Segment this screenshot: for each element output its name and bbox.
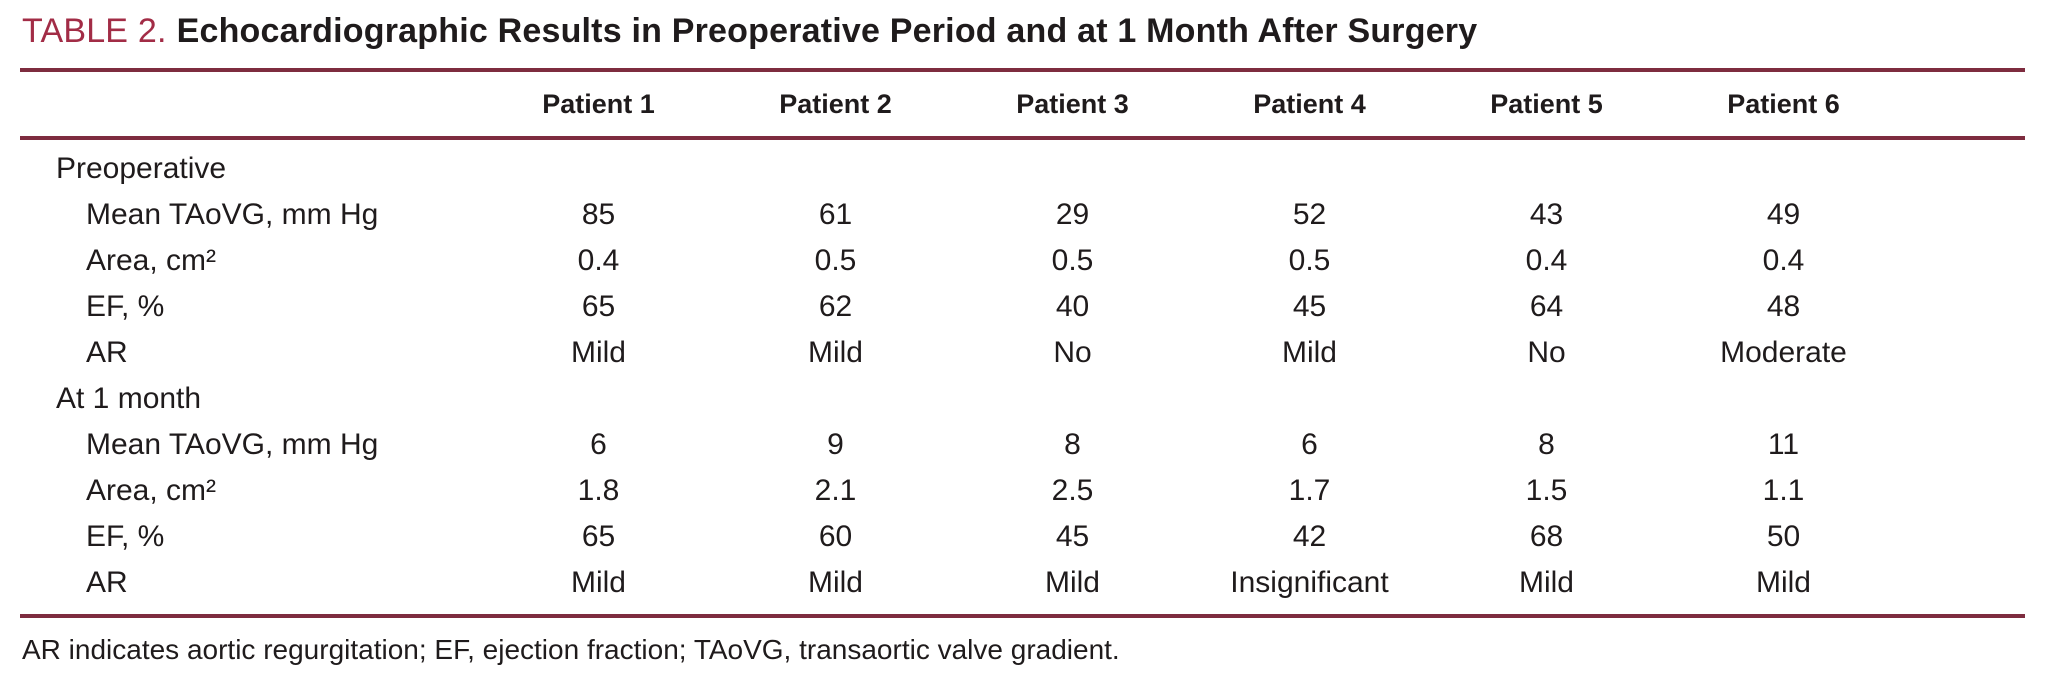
data-cell: Mild	[570, 336, 626, 369]
data-cell: Mild	[1518, 566, 1574, 599]
data-cell: 48	[1766, 290, 1801, 323]
column-header: Patient 1	[542, 88, 655, 119]
row-label: EF, %	[86, 290, 165, 323]
data-cell: 6	[590, 428, 607, 461]
section-row: At 1 month	[20, 376, 2025, 422]
data-cell: 0.4	[577, 244, 620, 277]
data-cell: Moderate	[1720, 336, 1847, 369]
table-row: Area, cm² 1.8 2.1 2.5 1.7 1.5 1.1	[20, 468, 2025, 514]
data-cell: 62	[818, 290, 853, 323]
table-row: AR Mild Mild Mild Insignificant Mild Mil…	[20, 560, 2025, 606]
data-cell: 64	[1529, 290, 1564, 323]
section-row: Preoperative	[20, 146, 2025, 192]
data-cell: 61	[818, 198, 853, 231]
data-cell: 9	[827, 428, 844, 461]
column-header-row: Patient 1 Patient 2 Patient 3 Patient 4 …	[20, 72, 2025, 136]
table-row: EF, % 65 60 45 42 68 50	[20, 514, 2025, 560]
section-label: Preoperative	[56, 152, 227, 185]
row-label: Mean TAoVG, mm Hg	[86, 428, 379, 461]
data-cell: 2.5	[1051, 474, 1094, 507]
data-cell: 65	[581, 290, 616, 323]
table-body: Preoperative Mean TAoVG, mm Hg 85 61 29 …	[20, 140, 2025, 614]
table-row: AR Mild Mild No Mild No Moderate	[20, 330, 2025, 376]
data-cell: 8	[1538, 428, 1555, 461]
table-row: EF, % 65 62 40 45 64 48	[20, 284, 2025, 330]
column-header: Patient 3	[1016, 88, 1129, 119]
table-footnote: AR indicates aortic regurgitation; EF, e…	[22, 634, 1120, 665]
section-label: At 1 month	[56, 382, 202, 415]
data-cell: 29	[1055, 198, 1090, 231]
data-cell: 11	[1767, 428, 1800, 461]
header-rule	[20, 136, 2025, 140]
table-content: TABLE 2. Echocardiographic Results in Pre…	[20, 0, 2025, 666]
data-cell: 42	[1292, 520, 1327, 553]
data-cell: 45	[1055, 520, 1090, 553]
data-cell: 2.1	[814, 474, 857, 507]
data-cell: 6	[1301, 428, 1318, 461]
bottom-rule	[20, 614, 2025, 618]
table-title: TABLE 2. Echocardiographic Results in Pre…	[22, 10, 2025, 52]
row-label: Area, cm²	[86, 474, 217, 507]
data-cell: 50	[1766, 520, 1801, 553]
data-cell: 8	[1064, 428, 1081, 461]
column-header: Patient 2	[779, 88, 892, 119]
column-header: Patient 5	[1490, 88, 1603, 119]
column-header: Patient 4	[1253, 88, 1366, 119]
row-label: Mean TAoVG, mm Hg	[86, 198, 379, 231]
data-cell: 0.4	[1762, 244, 1805, 277]
data-cell: Insignificant	[1230, 566, 1389, 599]
data-cell: 40	[1055, 290, 1090, 323]
data-cell: 45	[1292, 290, 1327, 323]
data-cell: Mild	[807, 336, 863, 369]
data-cell: 43	[1529, 198, 1564, 231]
table-caption: Echocardiographic Results in Preoperativ…	[176, 12, 1478, 50]
row-label: Area, cm²	[86, 244, 217, 277]
data-cell: Mild	[1281, 336, 1337, 369]
table-row: Mean TAoVG, mm Hg 85 61 29 52 43 49	[20, 192, 2025, 238]
data-cell: 1.7	[1288, 474, 1331, 507]
data-cell: 0.4	[1525, 244, 1568, 277]
data-cell: 49	[1766, 198, 1801, 231]
data-cell: 1.8	[577, 474, 620, 507]
data-cell: 85	[581, 198, 616, 231]
data-cell: 60	[818, 520, 853, 553]
data-cell: Mild	[1755, 566, 1811, 599]
data-cell: 1.5	[1525, 474, 1568, 507]
data-cell: 0.5	[814, 244, 857, 277]
data-cell: No	[1053, 336, 1092, 369]
row-label: AR	[86, 566, 128, 599]
table-number: TABLE 2.	[22, 12, 167, 50]
row-label: EF, %	[86, 520, 165, 553]
data-cell: 52	[1292, 198, 1327, 231]
data-cell: Mild	[570, 566, 626, 599]
row-label: AR	[86, 336, 128, 369]
column-header: Patient 6	[1727, 88, 1840, 119]
data-cell: 0.5	[1288, 244, 1331, 277]
data-cell: 1.1	[1762, 474, 1805, 507]
data-cell: Mild	[1044, 566, 1100, 599]
table-row: Area, cm² 0.4 0.5 0.5 0.5 0.4 0.4	[20, 238, 2025, 284]
table-row: Mean TAoVG, mm Hg 6 9 8 6 8 11	[20, 422, 2025, 468]
data-cell: Mild	[807, 566, 863, 599]
data-cell: 65	[581, 520, 616, 553]
data-cell: 0.5	[1051, 244, 1094, 277]
data-cell: 68	[1529, 520, 1564, 553]
data-cell: No	[1527, 336, 1566, 369]
top-rule	[20, 68, 2025, 72]
